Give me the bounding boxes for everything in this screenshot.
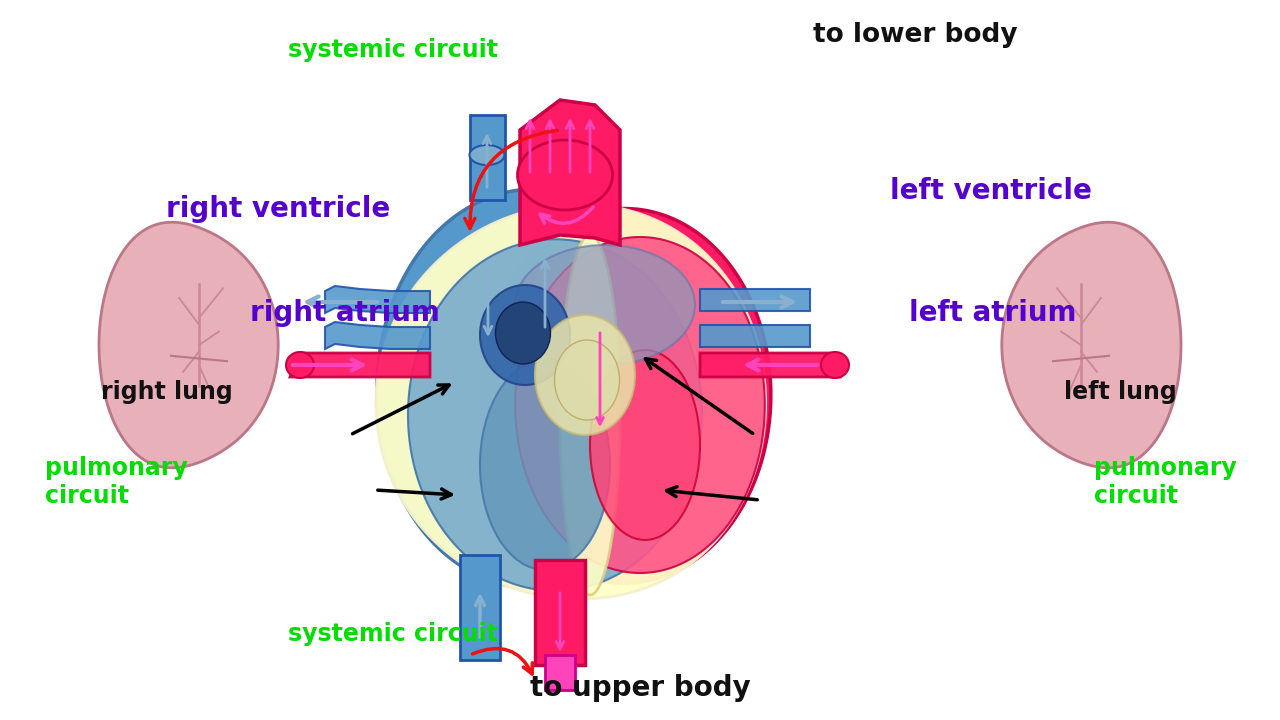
Polygon shape: [516, 237, 765, 573]
Ellipse shape: [535, 315, 635, 435]
Ellipse shape: [517, 140, 613, 210]
Polygon shape: [1002, 222, 1181, 468]
Polygon shape: [700, 325, 810, 347]
Polygon shape: [99, 222, 278, 468]
Polygon shape: [376, 204, 765, 599]
Text: to lower body: to lower body: [813, 22, 1018, 48]
Text: systemic circuit: systemic circuit: [288, 621, 498, 646]
Ellipse shape: [480, 360, 611, 570]
Text: right atrium: right atrium: [250, 300, 439, 327]
Polygon shape: [700, 353, 840, 377]
Text: right lung: right lung: [101, 380, 232, 405]
Text: left atrium: left atrium: [909, 300, 1076, 327]
Ellipse shape: [495, 302, 550, 364]
Polygon shape: [520, 100, 620, 245]
Polygon shape: [460, 555, 500, 660]
Text: pulmonary
circuit: pulmonary circuit: [45, 456, 188, 508]
Text: pulmonary
circuit: pulmonary circuit: [1094, 456, 1238, 508]
Ellipse shape: [820, 352, 849, 378]
Ellipse shape: [470, 145, 504, 165]
Ellipse shape: [285, 352, 314, 378]
Polygon shape: [376, 189, 696, 588]
Text: left lung: left lung: [1064, 380, 1176, 405]
Text: to upper body: to upper body: [530, 674, 750, 701]
Polygon shape: [470, 115, 506, 200]
Ellipse shape: [515, 245, 695, 365]
Text: right ventricle: right ventricle: [166, 195, 390, 222]
Polygon shape: [408, 239, 701, 590]
Polygon shape: [325, 286, 430, 313]
Ellipse shape: [554, 340, 620, 420]
Polygon shape: [700, 289, 810, 311]
Ellipse shape: [480, 285, 570, 385]
Polygon shape: [481, 209, 771, 583]
Polygon shape: [291, 353, 430, 377]
Polygon shape: [325, 322, 430, 349]
Polygon shape: [561, 235, 620, 595]
Text: systemic circuit: systemic circuit: [288, 38, 498, 63]
Ellipse shape: [590, 350, 700, 540]
Text: left ventricle: left ventricle: [890, 177, 1092, 204]
Polygon shape: [545, 655, 575, 690]
Polygon shape: [535, 560, 585, 665]
